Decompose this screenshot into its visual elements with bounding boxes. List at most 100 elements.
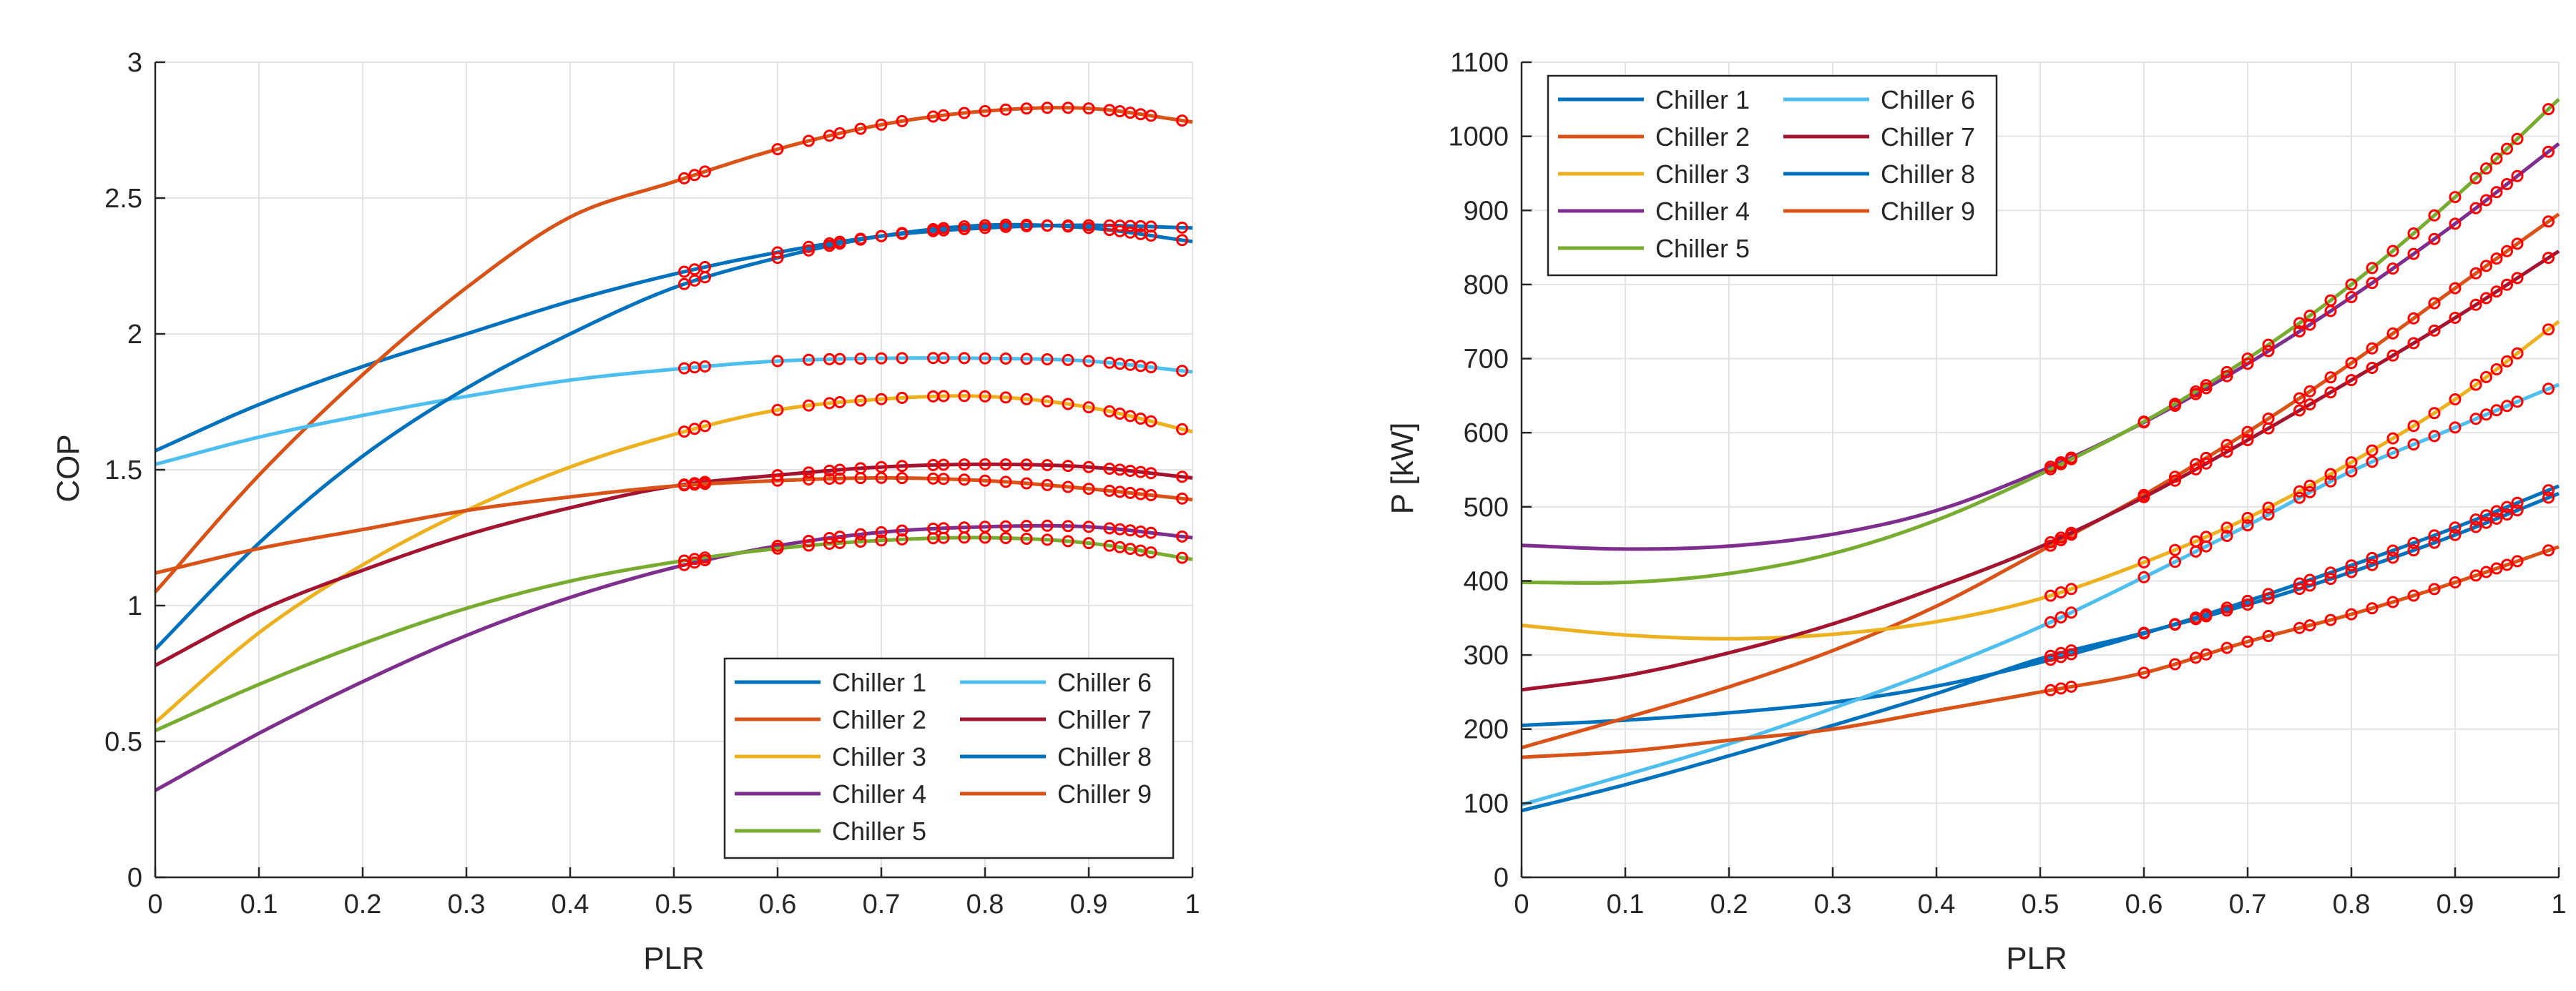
power-data-point-chiller-2	[2407, 312, 2420, 325]
power-data-point-chiller-9	[2501, 558, 2513, 571]
power-data-point-chiller-5	[2324, 294, 2337, 307]
power-data-point-chiller-8	[2469, 521, 2482, 533]
power-data-point-chiller-5	[2469, 172, 2482, 184]
power-data-point-chiller-4	[2542, 145, 2555, 158]
cop-data-point-chiller-6	[803, 353, 815, 366]
power-legend-label-chiller-6: Chiller 6	[1881, 85, 1975, 114]
cop-x-tick-label: 0.9	[1070, 889, 1108, 919]
power-data-point-chiller-7	[2169, 474, 2181, 487]
power-data-point-chiller-4	[2511, 169, 2524, 182]
power-data-point-chiller-7	[2501, 278, 2513, 291]
power-data-point-chiller-3	[2511, 347, 2524, 360]
power-data-point-chiller-2	[2542, 215, 2555, 228]
power-data-point-chiller-2	[2490, 252, 2503, 265]
power-data-point-chiller-8	[2501, 508, 2513, 521]
cop-legend-label-chiller-3: Chiller 3	[832, 742, 926, 771]
cop-data-point-chiller-9	[833, 472, 846, 485]
power-data-point-chiller-1	[2366, 551, 2379, 564]
power-data-point-chiller-8	[2200, 610, 2213, 623]
power-data-point-chiller-9	[2366, 602, 2379, 615]
power-data-point-chiller-7	[2428, 324, 2441, 337]
cop-data-point-chiller-4	[854, 528, 867, 541]
power-data-point-chiller-3	[2065, 583, 2077, 596]
power-data-point-chiller-5	[2065, 453, 2077, 465]
cop-data-point-chiller-6	[979, 352, 991, 365]
power-y-tick-label: 400	[1464, 566, 1509, 596]
power-data-point-chiller-3	[2044, 589, 2057, 602]
cop-data-point-chiller-7	[1020, 458, 1033, 471]
power-data-point-chiller-6	[2480, 408, 2492, 421]
cop-series-line-chiller-2	[154, 106, 1193, 593]
power-series-line-chiller-2	[1521, 212, 2560, 750]
power-data-point-chiller-7	[2366, 362, 2379, 374]
power-data-point-chiller-7	[2469, 298, 2482, 311]
power-y-tick-label: 600	[1464, 418, 1509, 448]
cop-data-point-chiller-6	[958, 352, 971, 365]
power-x-tick-label: 0.7	[2229, 889, 2267, 919]
power-data-point-chiller-1	[2262, 588, 2275, 601]
power-data-point-chiller-8	[2262, 592, 2275, 605]
power-data-point-chiller-2	[2480, 260, 2492, 272]
cop-data-point-chiller-8	[937, 222, 950, 235]
cop-data-point-chiller-9	[1041, 478, 1054, 491]
power-data-point-chiller-2	[2200, 451, 2213, 464]
cop-data-point-chiller-3	[958, 390, 971, 403]
power-data-point-chiller-3	[2262, 501, 2275, 514]
power-legend: Chiller 1 Chiller 2 Chiller 3 Chiller 4 Chil…	[1547, 74, 1998, 277]
cop-data-point-chiller-3	[896, 391, 909, 404]
power-data-point-chiller-7	[2055, 531, 2067, 544]
power-series-line-chiller-7	[1521, 250, 2560, 692]
power-data-point-chiller-9	[2449, 576, 2462, 588]
power-data-point-chiller-3	[2169, 543, 2181, 556]
power-data-point-chiller-4	[2345, 291, 2358, 303]
power-data-point-chiller-6	[2241, 519, 2254, 532]
power-data-point-chiller-5	[2490, 152, 2503, 165]
power-data-point-chiller-3	[2501, 355, 2513, 368]
cop-legend-label-chiller-8: Chiller 8	[1057, 742, 1152, 771]
cop-x-tick-label: 0.6	[759, 889, 797, 919]
cop-data-point-chiller-3	[1145, 415, 1157, 428]
power-data-point-chiller-1	[2501, 501, 2513, 513]
power-data-point-chiller-2	[2366, 342, 2379, 355]
power-data-point-chiller-1	[2407, 537, 2420, 549]
power-data-point-chiller-8	[2407, 544, 2420, 557]
power-data-point-chiller-7	[2262, 422, 2275, 435]
power-data-point-chiller-2	[2220, 438, 2233, 451]
cop-x-tick-label: 0.7	[863, 889, 901, 919]
cop-data-point-chiller-3	[1082, 401, 1095, 414]
cop-data-point-chiller-1	[803, 240, 815, 253]
cop-x-tick-label: 0.3	[448, 889, 486, 919]
power-data-point-chiller-7	[2345, 374, 2358, 387]
power-data-point-chiller-5	[2241, 352, 2254, 365]
power-data-point-chiller-7	[2190, 463, 2202, 475]
power-data-point-chiller-1	[2542, 484, 2555, 497]
power-series-line-chiller-9	[1521, 545, 2560, 759]
cop-data-point-chiller-9	[896, 472, 909, 485]
power-data-point-chiller-3	[2366, 444, 2379, 457]
cop-x-tick-label: 0.8	[966, 889, 1004, 919]
power-data-point-chiller-7	[2293, 404, 2306, 417]
power-legend-label-chiller-8: Chiller 8	[1881, 159, 1975, 189]
power-series-line-chiller-1	[1521, 484, 2560, 727]
cop-y-tick-label: 2.5	[104, 184, 142, 214]
power-data-point-chiller-1	[2449, 521, 2462, 534]
cop-legend-label-chiller-2: Chiller 2	[832, 705, 926, 734]
power-data-point-chiller-5	[2293, 317, 2306, 330]
cop-data-point-chiller-2	[896, 114, 909, 127]
cop-data-point-chiller-4	[1041, 519, 1054, 532]
power-y-tick-label: 900	[1464, 196, 1509, 226]
cop-data-point-chiller-3	[833, 396, 846, 408]
cop-data-point-chiller-7	[1041, 459, 1054, 471]
power-data-point-chiller-9	[2407, 589, 2420, 602]
power-data-point-chiller-7	[2490, 285, 2503, 298]
power-data-point-chiller-2	[2469, 267, 2482, 280]
power-data-point-chiller-6	[2137, 571, 2150, 583]
cop-data-point-chiller-8	[1041, 219, 1054, 232]
cop-data-point-chiller-7	[979, 458, 991, 470]
power-data-point-chiller-2	[2428, 297, 2441, 310]
cop-series-line-chiller-8	[154, 222, 1193, 651]
cop-x-tick-label: 0.1	[240, 889, 278, 919]
power-data-point-chiller-8	[2490, 512, 2503, 525]
cop-data-point-chiller-2	[833, 127, 846, 139]
